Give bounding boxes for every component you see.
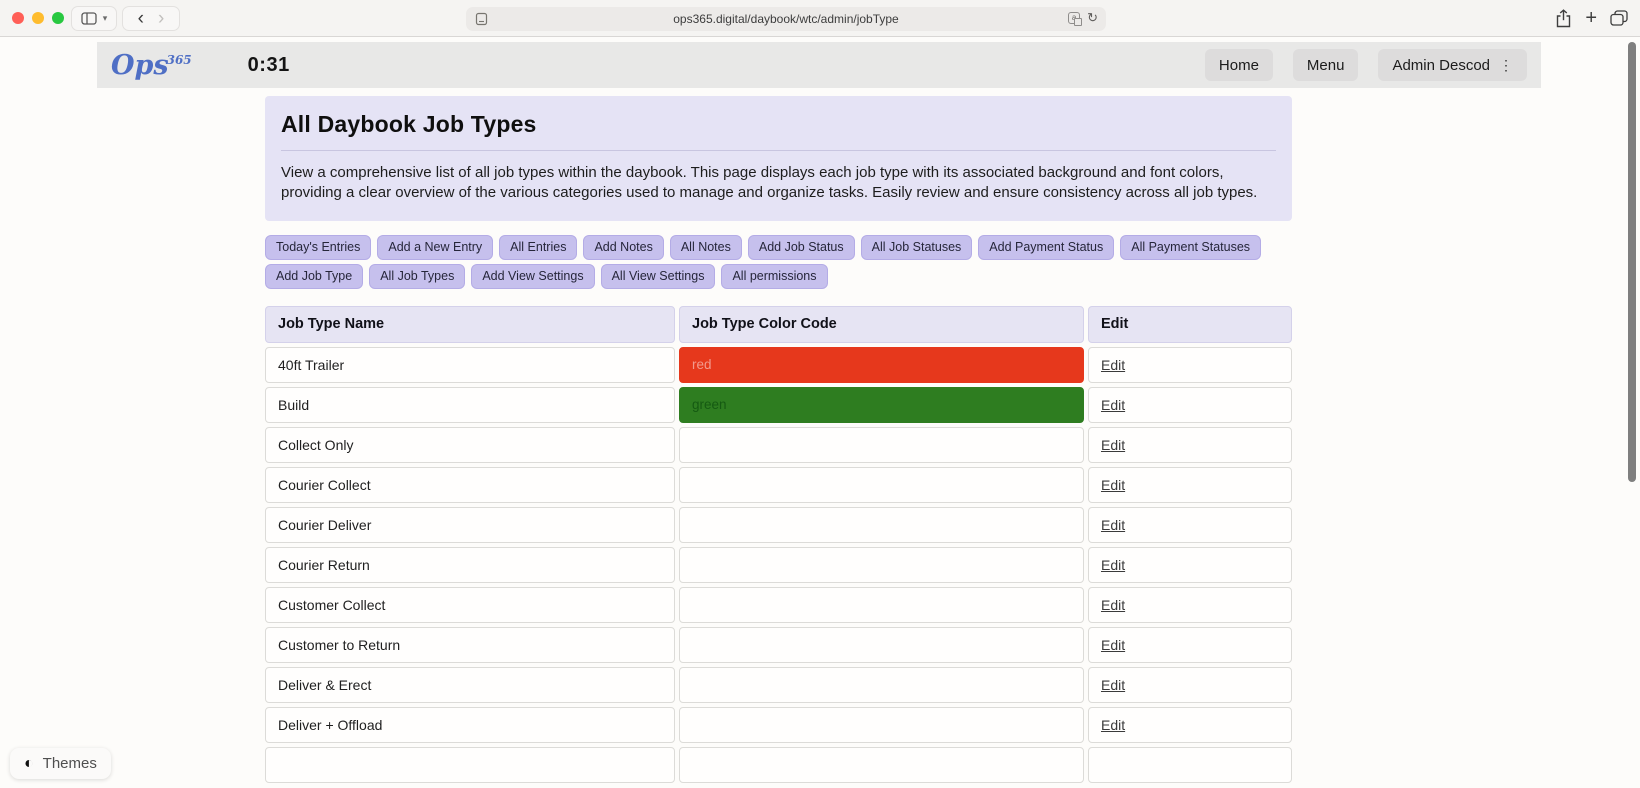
action-all-job-statuses-button[interactable]: All Job Statuses (860, 234, 973, 260)
themes-button[interactable]: ◐ Themes (10, 748, 111, 779)
job-type-name-cell: Customer to Return (265, 626, 675, 663)
edit-link[interactable]: Edit (1101, 356, 1126, 373)
job-type-color-cell: red (679, 346, 1084, 383)
action-add-payment-status-button[interactable]: Add Payment Status (978, 234, 1115, 260)
share-icon[interactable] (1555, 8, 1572, 28)
job-type-color-cell (679, 746, 1084, 783)
job-type-name-cell: Courier Return (265, 546, 675, 583)
address-bar[interactable]: ops365.digital/daybook/wtc/admin/jobType… (466, 7, 1106, 31)
action-all-notes-button[interactable]: All Notes (669, 234, 742, 260)
job-type-color-cell (679, 666, 1084, 703)
page-title: All Daybook Job Types (281, 111, 537, 137)
page-content: Ops365 0:31 Home Menu Admin Descod ⋮ All Da… (0, 37, 1640, 788)
back-button[interactable]: ‹ (137, 8, 144, 29)
nav-home-button[interactable]: Home (1204, 49, 1273, 81)
kebab-menu-icon: ⋮ (1499, 56, 1513, 73)
edit-link[interactable]: Edit (1101, 556, 1126, 573)
tabs-overview-icon[interactable] (1610, 10, 1628, 26)
job-types-table: Job Type Name Job Type Color Code Edit 4… (265, 305, 1292, 783)
ops365-logo[interactable]: Ops365 (111, 49, 192, 81)
app-header: Ops365 0:31 Home Menu Admin Descod ⋮ (97, 42, 1541, 88)
intro-panel: All Daybook Job Types View a comprehensi… (265, 96, 1292, 221)
job-type-color-cell (679, 506, 1084, 543)
browser-chrome: ▾ ‹ › ops365.digital/daybook/wtc/admin/j… (0, 0, 1640, 37)
contrast-icon: ◐ (24, 754, 34, 772)
edit-cell: Edit (1088, 346, 1292, 383)
divider (281, 150, 1276, 151)
edit-cell: Edit (1088, 626, 1292, 663)
job-type-name-cell: Deliver + Offload (265, 706, 675, 743)
action-button-bar: Today's Entries Add a New Entry All Entrie… (265, 234, 1292, 289)
job-type-name-cell: 40ft Trailer (265, 346, 675, 383)
action-all-job-types-button[interactable]: All Job Types (369, 263, 466, 289)
action-all-permissions-button[interactable]: All permissions (721, 263, 828, 289)
action-add-job-type-button[interactable]: Add Job Type (265, 263, 364, 289)
sidebar-toggle-button[interactable]: ▾ (71, 6, 117, 31)
job-type-color-cell (679, 426, 1084, 463)
column-header-job-type-name: Job Type Name (265, 305, 675, 343)
action-add-notes-button[interactable]: Add Notes (583, 234, 664, 260)
edit-cell: Edit (1088, 706, 1292, 743)
page-description: View a comprehensive list of all job typ… (281, 164, 1258, 202)
action-add-job-status-button[interactable]: Add Job Status (747, 234, 855, 260)
edit-cell: Edit (1088, 546, 1292, 583)
edit-cell: Edit (1088, 506, 1292, 543)
edit-link[interactable]: Edit (1101, 436, 1126, 453)
edit-link[interactable]: Edit (1101, 596, 1126, 613)
job-type-name-cell: Customer Collect (265, 586, 675, 623)
minimize-window-button[interactable] (32, 12, 44, 24)
job-type-name-cell (265, 746, 675, 783)
edit-link[interactable]: Edit (1101, 396, 1126, 413)
job-type-name-cell: Courier Collect (265, 466, 675, 503)
edit-link[interactable]: Edit (1101, 716, 1126, 733)
page-icon (475, 12, 488, 26)
zoom-window-button[interactable] (52, 12, 64, 24)
job-type-name-cell: Build (265, 386, 675, 423)
job-type-color-cell: green (679, 386, 1084, 423)
window-controls (12, 12, 64, 24)
translate-icon[interactable]: a (1068, 11, 1083, 26)
job-type-name-cell: Courier Deliver (265, 506, 675, 543)
column-header-edit: Edit (1088, 305, 1292, 343)
job-type-color-cell (679, 466, 1084, 503)
chevron-down-icon: ▾ (102, 13, 108, 23)
main-content: All Daybook Job Types View a comprehensi… (265, 96, 1292, 783)
job-type-color-cell (679, 626, 1084, 663)
edit-cell: Edit (1088, 426, 1292, 463)
edit-cell (1088, 746, 1292, 783)
appbar-nav: Home Menu Admin Descod ⋮ (1204, 49, 1527, 81)
edit-link[interactable]: Edit (1101, 636, 1126, 653)
nav-admin-descod-button[interactable]: Admin Descod ⋮ (1378, 49, 1527, 81)
edit-link[interactable]: Edit (1101, 676, 1126, 693)
nav-menu-button[interactable]: Menu (1292, 49, 1359, 81)
reload-icon[interactable]: ↻ (1087, 10, 1098, 25)
edit-link[interactable]: Edit (1101, 516, 1126, 533)
sidebar-icon (81, 12, 97, 25)
toolbar-right: + (1555, 5, 1628, 31)
close-window-button[interactable] (12, 12, 24, 24)
action-all-payment-statuses-button[interactable]: All Payment Statuses (1120, 234, 1262, 260)
column-header-color-code: Job Type Color Code (679, 305, 1084, 343)
history-nav: ‹ › (122, 6, 180, 31)
job-type-name-cell: Deliver & Erect (265, 666, 675, 703)
edit-cell: Edit (1088, 586, 1292, 623)
session-timer: 0:31 (247, 53, 290, 76)
action-all-entries-button[interactable]: All Entries (499, 234, 578, 260)
forward-button[interactable]: › (158, 8, 165, 29)
action-all-view-settings-button[interactable]: All View Settings (600, 263, 716, 289)
edit-link[interactable]: Edit (1101, 476, 1126, 493)
edit-cell: Edit (1088, 666, 1292, 703)
edit-cell: Edit (1088, 466, 1292, 503)
job-type-name-cell: Collect Only (265, 426, 675, 463)
new-tab-icon[interactable]: + (1585, 7, 1597, 29)
job-type-color-cell (679, 546, 1084, 583)
edit-cell: Edit (1088, 386, 1292, 423)
scrollbar-thumb[interactable] (1628, 42, 1636, 482)
job-type-color-cell (679, 706, 1084, 743)
action-add-view-settings-button[interactable]: Add View Settings (471, 263, 595, 289)
action-today-s-entries-button[interactable]: Today's Entries (265, 234, 372, 260)
url-text: ops365.digital/daybook/wtc/admin/jobType (673, 12, 899, 26)
job-type-color-cell (679, 586, 1084, 623)
action-add-a-new-entry-button[interactable]: Add a New Entry (377, 234, 494, 260)
